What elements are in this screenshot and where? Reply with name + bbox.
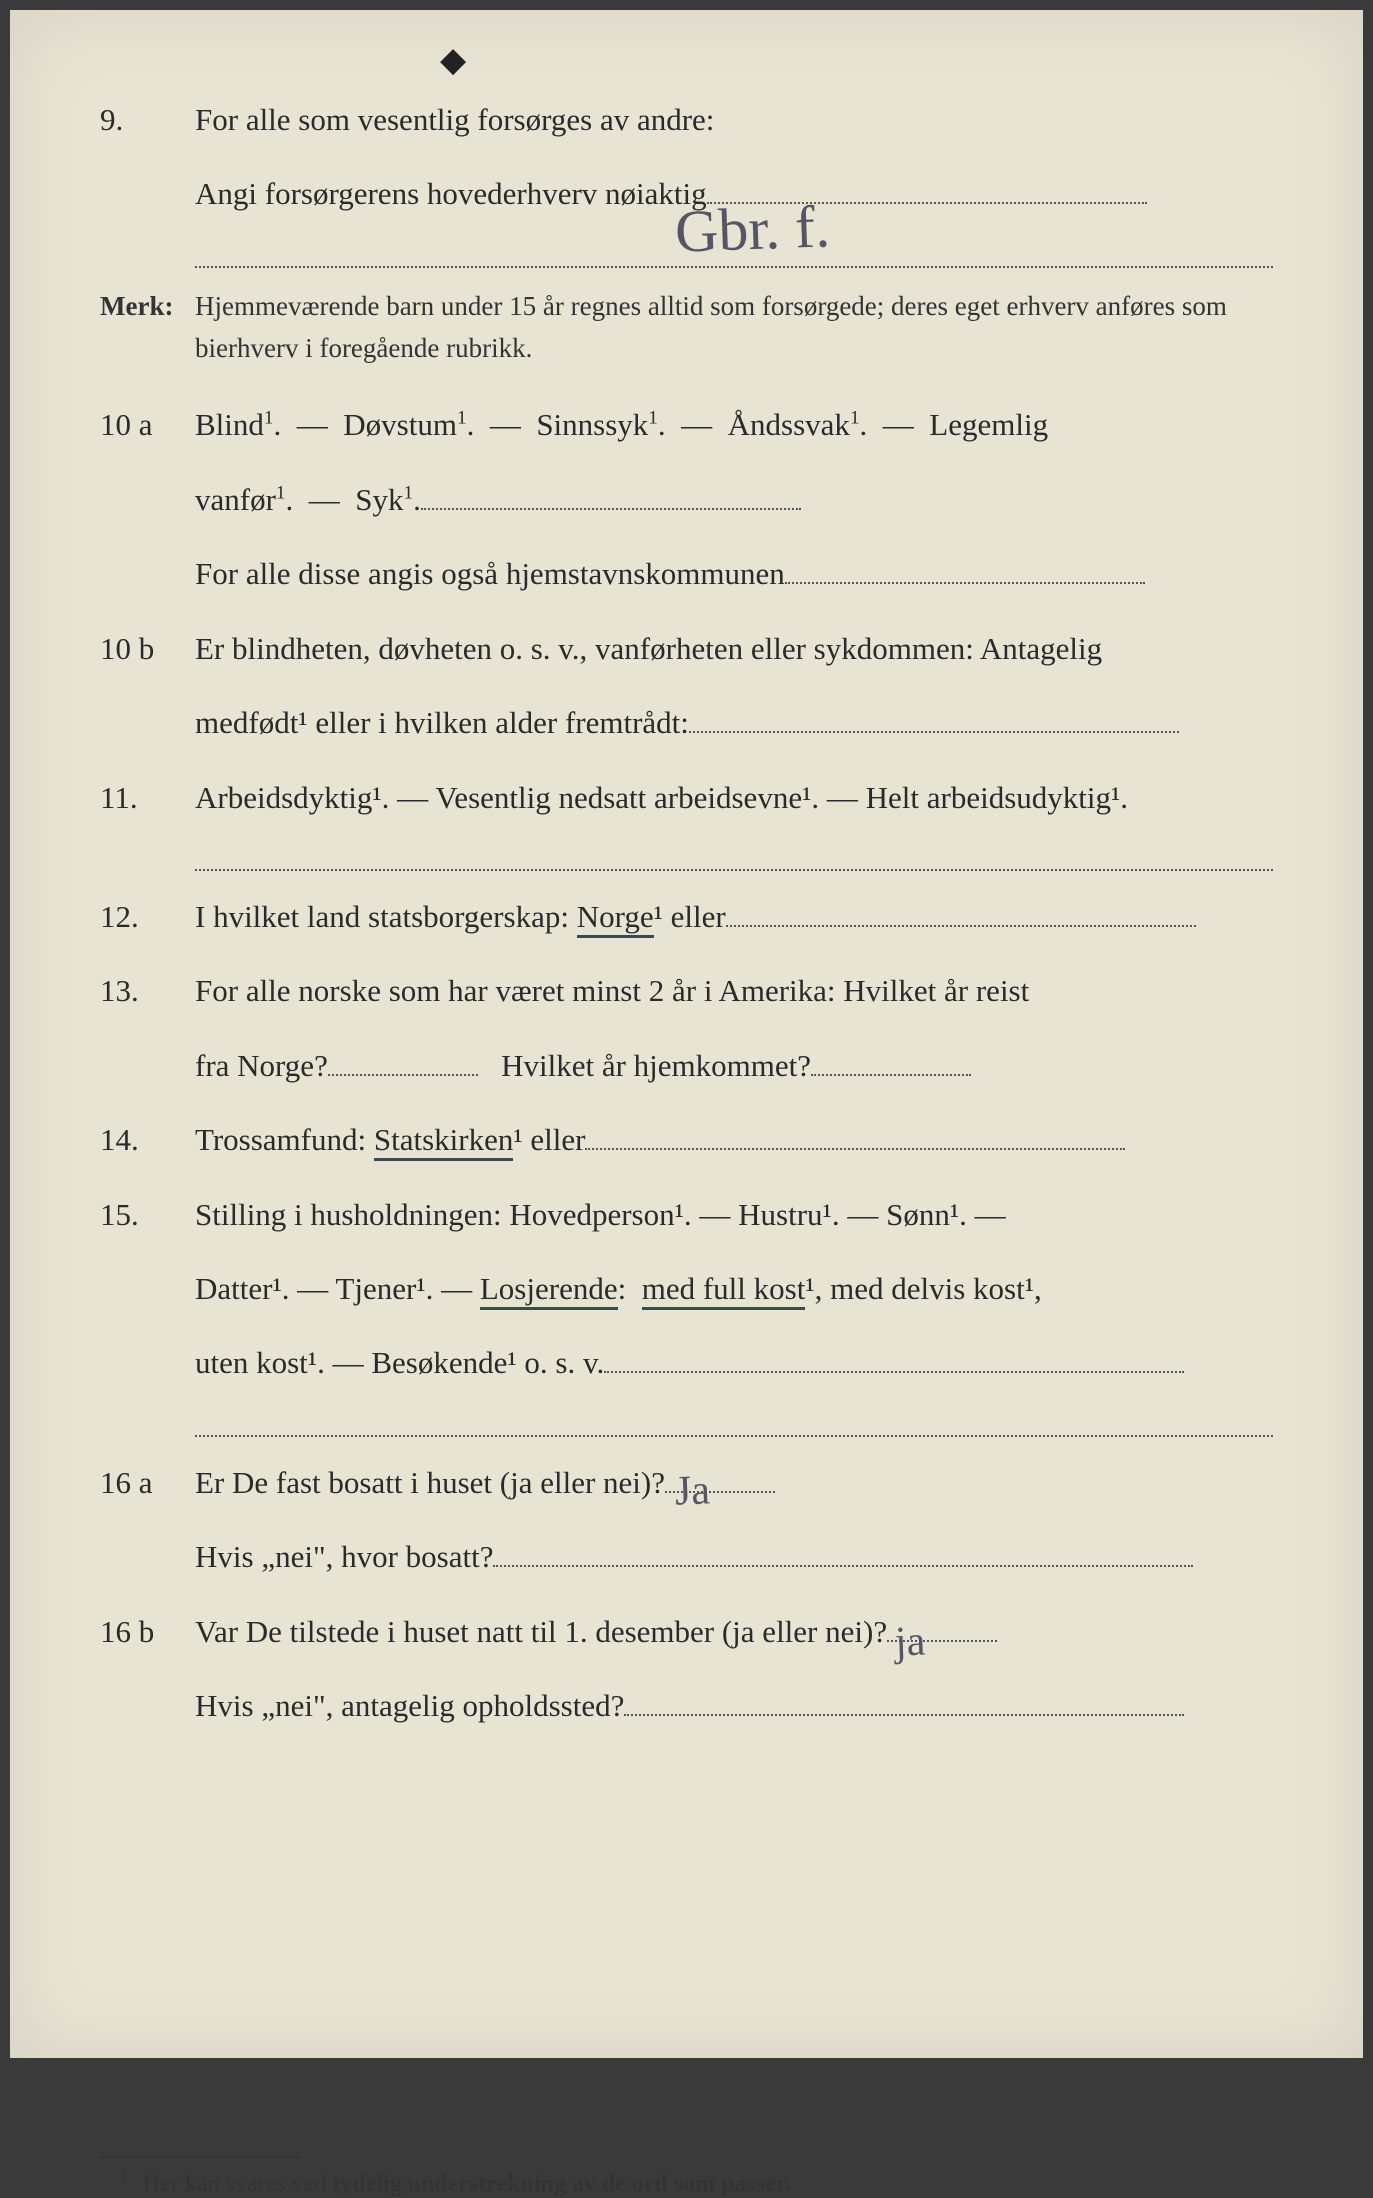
q11-number: 11. <box>100 768 195 828</box>
q14-number: 14. <box>100 1110 195 1170</box>
question-16b-line2: Hvis „nei", antagelig opholdssted? <box>100 1676 1273 1736</box>
q13-blank2 <box>811 1074 971 1076</box>
question-9: 9. For alle som vesentlig forsørges av a… <box>100 90 1273 150</box>
footnote: 1 Her kan svares ved tydelig understrekn… <box>100 2166 1273 2198</box>
question-10a-line3: For alle disse angis også hjemstavnskomm… <box>100 544 1273 604</box>
q10a-blank <box>421 508 801 510</box>
census-form-page: ◆ 9. For alle som vesentlig forsørges av… <box>10 10 1363 2058</box>
q9-text2: Angi forsørgerens hovederhverv nøiaktig <box>195 176 707 211</box>
question-10a-line2: vanfør1. — Syk1. <box>100 470 1273 530</box>
q15-blank <box>604 1371 1184 1373</box>
q11-text: Arbeidsdyktig¹. — Vesentlig nedsatt arbe… <box>195 768 1273 828</box>
q15-blank-line <box>195 1408 1273 1437</box>
q14-blank <box>585 1148 1125 1150</box>
q16a-answer: Ja <box>674 1450 712 1533</box>
q12-blank <box>726 925 1196 927</box>
q10b-line1: Er blindheten, døvheten o. s. v., vanfør… <box>195 619 1273 679</box>
question-10b-line2: medfødt¹ eller i hvilken alder fremtrådt… <box>100 693 1273 753</box>
q16a-blank2 <box>493 1565 1193 1567</box>
q16a-blank1: Ja <box>665 1491 775 1493</box>
q15-number: 15. <box>100 1185 195 1245</box>
q10b-blank <box>689 731 1179 733</box>
note-merk: Merk: Hjemmeværende barn under 15 år reg… <box>100 286 1273 370</box>
question-16b: 16 b Var De tilstede i huset natt til 1.… <box>100 1602 1273 1662</box>
question-10b: 10 b Er blindheten, døvheten o. s. v., v… <box>100 619 1273 679</box>
q10a-number: 10 a <box>100 395 195 455</box>
q15-u2: med full kost <box>642 1271 806 1310</box>
question-10a: 10 a Blind1. — Døvstum1. — Sinnssyk1. — … <box>100 395 1273 455</box>
q14-underlined: Statskirken <box>374 1122 514 1161</box>
q13-number: 13. <box>100 961 195 1021</box>
q12-number: 12. <box>100 887 195 947</box>
q13-line1: For alle norske som har været minst 2 år… <box>195 961 1273 1021</box>
q16b-answer: ja <box>894 1601 927 1684</box>
q16a-number: 16 a <box>100 1453 195 1513</box>
stray-mark: ◆ <box>440 40 466 80</box>
q11-blank-line <box>195 842 1273 871</box>
q16b-blank2 <box>624 1714 1184 1716</box>
question-12: 12. I hvilket land statsborgerskap: Norg… <box>100 887 1273 947</box>
q16b-blank1: ja <box>887 1640 997 1642</box>
q15-line1: Stilling i husholdningen: Hovedperson¹. … <box>195 1185 1273 1245</box>
footnote-number: 1 <box>120 2166 129 2186</box>
question-16a-line2: Hvis „nei", hvor bosatt? <box>100 1527 1273 1587</box>
q9-number: 9. <box>100 90 195 150</box>
q9-handwritten: Gbr. f. <box>674 192 831 266</box>
q9-blank-line: Gbr. f. <box>195 239 1273 268</box>
footnote-rule <box>100 2156 300 2158</box>
q12-underlined: Norge <box>577 899 654 938</box>
question-13-line2: fra Norge? Hvilket år hjemkommet? <box>100 1036 1273 1096</box>
question-14: 14. Trossamfund: Statskirken¹ eller <box>100 1110 1273 1170</box>
question-11: 11. Arbeidsdyktig¹. — Vesentlig nedsatt … <box>100 768 1273 828</box>
question-15: 15. Stilling i husholdningen: Hovedperso… <box>100 1185 1273 1245</box>
question-13: 13. For alle norske som har været minst … <box>100 961 1273 1021</box>
footnote-bold: tydelig understrekning av de ord som pas… <box>332 2171 790 2197</box>
q9-line1: For alle som vesentlig forsørges av andr… <box>195 90 1273 150</box>
q10b-number: 10 b <box>100 619 195 679</box>
merk-label: Merk: <box>100 286 195 328</box>
question-15-line2: Datter¹. — Tjener¹. — Losjerende: med fu… <box>100 1259 1273 1319</box>
question-16a: 16 a Er De fast bosatt i huset (ja eller… <box>100 1453 1273 1513</box>
question-15-line3: uten kost¹. — Besøkende¹ o. s. v. <box>100 1333 1273 1393</box>
q15-u1: Losjerende <box>480 1271 618 1310</box>
merk-text: Hjemmeværende barn under 15 år regnes al… <box>195 286 1273 370</box>
q16b-number: 16 b <box>100 1602 195 1662</box>
q13-blank1 <box>328 1074 478 1076</box>
q10a-line1: Blind1. — Døvstum1. — Sinnssyk1. — Åndss… <box>195 395 1273 455</box>
q10a-blank2 <box>785 582 1145 584</box>
